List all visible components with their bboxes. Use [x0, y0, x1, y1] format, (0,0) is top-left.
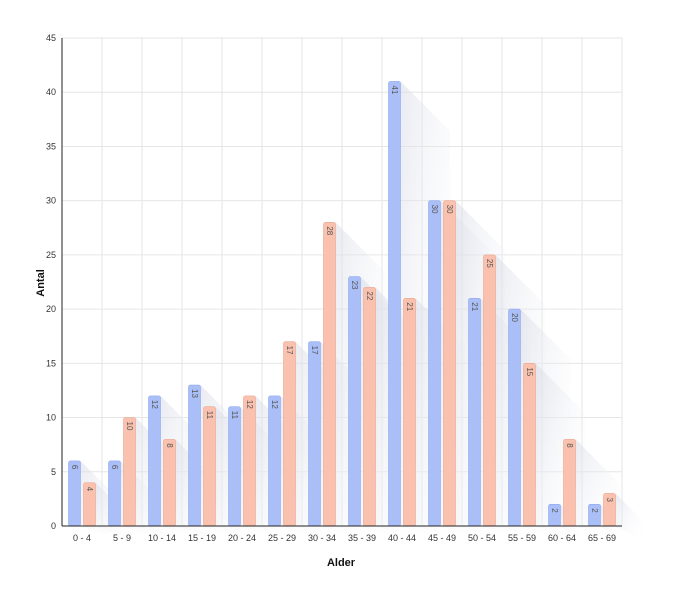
x-tick-label: 0 - 4 — [73, 533, 91, 543]
y-tick-label: 35 — [46, 141, 56, 151]
x-tick-label: 10 - 14 — [148, 533, 176, 543]
x-tick-label: 60 - 64 — [548, 533, 576, 543]
bar-series-1 — [268, 395, 281, 527]
bar-data-label: 41 — [390, 85, 399, 94]
bar-shadow — [615, 493, 645, 542]
bar-data-label: 21 — [470, 302, 479, 311]
bar-data-label: 4 — [85, 487, 94, 492]
bar-data-label: 22 — [365, 291, 374, 300]
bar-data-label: 12 — [270, 400, 279, 409]
x-tick-label: 30 - 34 — [308, 533, 336, 543]
bar-series-1 — [348, 276, 361, 527]
y-tick-label: 45 — [46, 33, 56, 43]
bar-series-1 — [508, 308, 521, 527]
bar-series-1 — [428, 200, 441, 527]
bar-series-2 — [523, 363, 536, 527]
bar-data-label: 30 — [445, 205, 454, 214]
bar-series-2 — [203, 406, 216, 527]
y-tick-label: 10 — [46, 413, 56, 423]
x-tick-label: 5 - 9 — [113, 533, 131, 543]
bar-data-label: 15 — [525, 367, 534, 376]
bar-data-label: 20 — [510, 313, 519, 322]
bar-series-2 — [403, 297, 416, 527]
bar-data-label: 8 — [565, 443, 574, 448]
bar-data-label: 2 — [590, 508, 599, 513]
bar-data-label: 28 — [325, 226, 334, 235]
y-tick-label: 30 — [46, 196, 56, 206]
bar-series-2 — [563, 438, 576, 527]
bar-data-label: 8 — [165, 443, 174, 448]
x-axis-title: Alder — [327, 557, 356, 569]
bars — [68, 81, 616, 527]
bar-data-label: 2 — [550, 508, 559, 513]
y-tick-label: 5 — [51, 467, 56, 477]
bar-series-1 — [468, 297, 481, 527]
bar-series-2 — [363, 287, 376, 527]
bar-data-label: 17 — [310, 346, 319, 355]
bar-data-label: 25 — [485, 259, 494, 268]
bar-series-1 — [148, 395, 161, 527]
y-axis-title: Antal — [35, 269, 47, 297]
y-tick-label: 0 — [51, 521, 56, 531]
bar-series-1 — [388, 81, 401, 527]
bar-data-label: 6 — [110, 465, 119, 470]
bar-data-label: 30 — [430, 205, 439, 214]
axes: Antal Alder 0 5 10 15 20 25 30 35 40 45 0 - 4 5 - 9… — [35, 33, 622, 569]
x-tick-label: 20 - 24 — [228, 533, 256, 543]
bar-series-2 — [483, 254, 496, 527]
x-tick-label: 40 - 44 — [388, 533, 416, 543]
bar-series-2 — [323, 222, 336, 527]
y-tick-label: 20 — [46, 304, 56, 314]
x-tick-label: 45 - 49 — [428, 533, 456, 543]
bar-series-1 — [228, 406, 241, 527]
y-tick-label: 25 — [46, 250, 56, 260]
bar-series-2 — [163, 438, 176, 527]
bar-data-label: 10 — [125, 422, 134, 431]
bar-series-1 — [308, 341, 321, 527]
bar-data-label: 3 — [605, 497, 614, 502]
bar-data-label: 11 — [205, 411, 214, 420]
bar-data-label: 11 — [230, 411, 239, 420]
bar-data-label: 23 — [350, 281, 359, 290]
bar-series-1 — [68, 460, 81, 527]
bar-series-2 — [443, 200, 456, 527]
bar-data-label: 12 — [150, 400, 159, 409]
x-tick-label: 25 - 29 — [268, 533, 296, 543]
x-tick-label: 65 - 69 — [588, 533, 616, 543]
bar-series-2 — [123, 417, 136, 527]
x-tick-label: 35 - 39 — [348, 533, 376, 543]
bar-data-label: 12 — [245, 400, 254, 409]
x-tick-label: 55 - 59 — [508, 533, 536, 543]
x-tick-label: 50 - 54 — [468, 533, 496, 543]
bar-series-2 — [283, 341, 296, 527]
bar-series-1 — [188, 384, 201, 527]
y-tick-label: 40 — [46, 87, 56, 97]
bar-series-2 — [243, 395, 256, 527]
bar-data-label: 6 — [70, 465, 79, 470]
bar-data-label: 17 — [285, 346, 294, 355]
y-tick-label: 15 — [46, 358, 56, 368]
bar-series-1 — [108, 460, 121, 527]
bar-data-label: 21 — [405, 302, 414, 311]
bar-data-label: 13 — [190, 389, 199, 398]
x-tick-label: 15 - 19 — [188, 533, 216, 543]
